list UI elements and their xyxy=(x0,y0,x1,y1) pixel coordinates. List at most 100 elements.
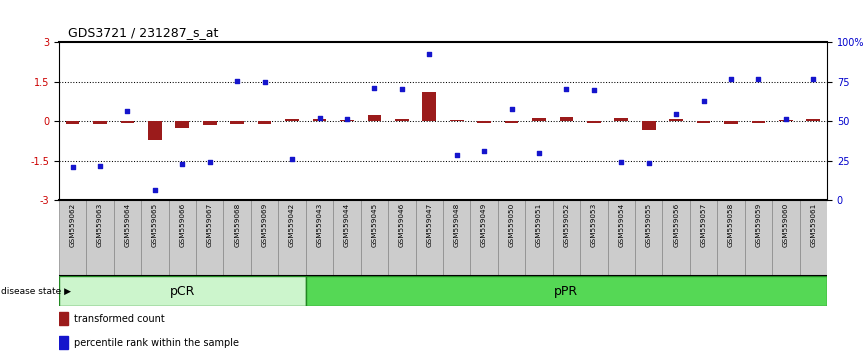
Bar xyxy=(258,121,272,124)
Bar xyxy=(169,200,196,276)
Text: percentile rank within the sample: percentile rank within the sample xyxy=(74,337,239,348)
Bar xyxy=(443,200,470,276)
Bar xyxy=(306,276,827,306)
Text: GSM559064: GSM559064 xyxy=(125,202,131,246)
Bar xyxy=(278,200,306,276)
Bar xyxy=(635,200,662,276)
Text: GSM559066: GSM559066 xyxy=(179,202,185,246)
Bar xyxy=(333,200,360,276)
Bar xyxy=(669,119,683,121)
Text: GSM559050: GSM559050 xyxy=(508,202,514,246)
Text: GSM559047: GSM559047 xyxy=(426,202,432,246)
Bar xyxy=(196,200,223,276)
Point xyxy=(477,148,491,154)
Bar xyxy=(642,121,656,130)
Bar xyxy=(87,200,113,276)
Text: GSM559049: GSM559049 xyxy=(481,202,487,246)
Bar xyxy=(113,200,141,276)
Point xyxy=(587,87,601,93)
Text: GSM559046: GSM559046 xyxy=(399,202,404,246)
Bar xyxy=(66,121,80,124)
Bar xyxy=(559,117,573,121)
Bar xyxy=(306,200,333,276)
Bar xyxy=(176,121,189,128)
Text: GSM559059: GSM559059 xyxy=(755,202,761,246)
Text: pPR: pPR xyxy=(554,285,578,298)
Text: GSM559054: GSM559054 xyxy=(618,202,624,246)
Bar xyxy=(59,336,68,349)
Point xyxy=(313,115,326,121)
Text: GSM559055: GSM559055 xyxy=(646,202,652,246)
Point xyxy=(285,156,299,162)
Bar xyxy=(141,200,169,276)
Bar xyxy=(340,120,354,121)
Bar xyxy=(59,276,306,306)
Bar xyxy=(498,200,526,276)
Bar xyxy=(752,121,766,123)
Point xyxy=(258,79,272,85)
Bar xyxy=(799,200,827,276)
Text: GSM559056: GSM559056 xyxy=(673,202,679,246)
Point xyxy=(203,159,216,165)
Bar xyxy=(553,200,580,276)
Text: GSM559043: GSM559043 xyxy=(316,202,322,246)
Bar xyxy=(423,92,436,121)
Point xyxy=(669,111,683,117)
Text: GSM559053: GSM559053 xyxy=(591,202,597,246)
Point xyxy=(66,164,80,170)
Bar xyxy=(690,200,717,276)
Bar xyxy=(580,200,608,276)
Point xyxy=(642,160,656,166)
Text: GSM559065: GSM559065 xyxy=(152,202,158,246)
Point xyxy=(724,76,738,82)
Text: pCR: pCR xyxy=(170,285,195,298)
Text: GSM559048: GSM559048 xyxy=(454,202,460,246)
Bar xyxy=(449,120,463,121)
Text: GSM559057: GSM559057 xyxy=(701,202,707,246)
Bar xyxy=(505,121,519,123)
Text: GSM559044: GSM559044 xyxy=(344,202,350,246)
Bar xyxy=(745,200,772,276)
Bar xyxy=(697,121,710,123)
Point xyxy=(395,86,409,92)
Bar xyxy=(313,119,326,121)
Bar xyxy=(724,121,738,124)
Bar xyxy=(94,121,107,124)
Bar xyxy=(59,312,68,325)
Point xyxy=(148,187,162,193)
Bar xyxy=(120,121,134,123)
Bar xyxy=(388,200,416,276)
Bar xyxy=(416,200,443,276)
Point xyxy=(559,86,573,92)
Text: GSM559060: GSM559060 xyxy=(783,202,789,246)
Bar xyxy=(717,200,745,276)
Bar xyxy=(526,200,553,276)
Text: GSM559061: GSM559061 xyxy=(811,202,817,246)
Point xyxy=(532,150,546,156)
Bar xyxy=(587,121,601,123)
Bar xyxy=(779,120,792,121)
Text: GSM559067: GSM559067 xyxy=(207,202,213,246)
Bar xyxy=(148,121,162,139)
Bar xyxy=(395,119,409,121)
Bar xyxy=(360,200,388,276)
Bar xyxy=(772,200,799,276)
Bar xyxy=(230,121,244,124)
Bar xyxy=(532,118,546,121)
Bar xyxy=(608,200,635,276)
Text: GDS3721 / 231287_s_at: GDS3721 / 231287_s_at xyxy=(68,26,218,39)
Bar xyxy=(223,200,251,276)
Point xyxy=(120,108,134,114)
Bar xyxy=(470,200,498,276)
Point xyxy=(505,106,519,112)
Point xyxy=(340,116,354,122)
Bar xyxy=(614,118,628,121)
Point xyxy=(176,161,190,167)
Point xyxy=(752,76,766,81)
Point xyxy=(614,159,628,165)
Bar xyxy=(477,121,491,123)
Text: GSM559051: GSM559051 xyxy=(536,202,542,246)
Bar xyxy=(251,200,278,276)
Point xyxy=(367,85,381,91)
Text: GSM559063: GSM559063 xyxy=(97,202,103,246)
